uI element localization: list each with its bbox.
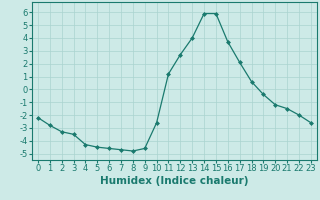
X-axis label: Humidex (Indice chaleur): Humidex (Indice chaleur)	[100, 176, 249, 186]
